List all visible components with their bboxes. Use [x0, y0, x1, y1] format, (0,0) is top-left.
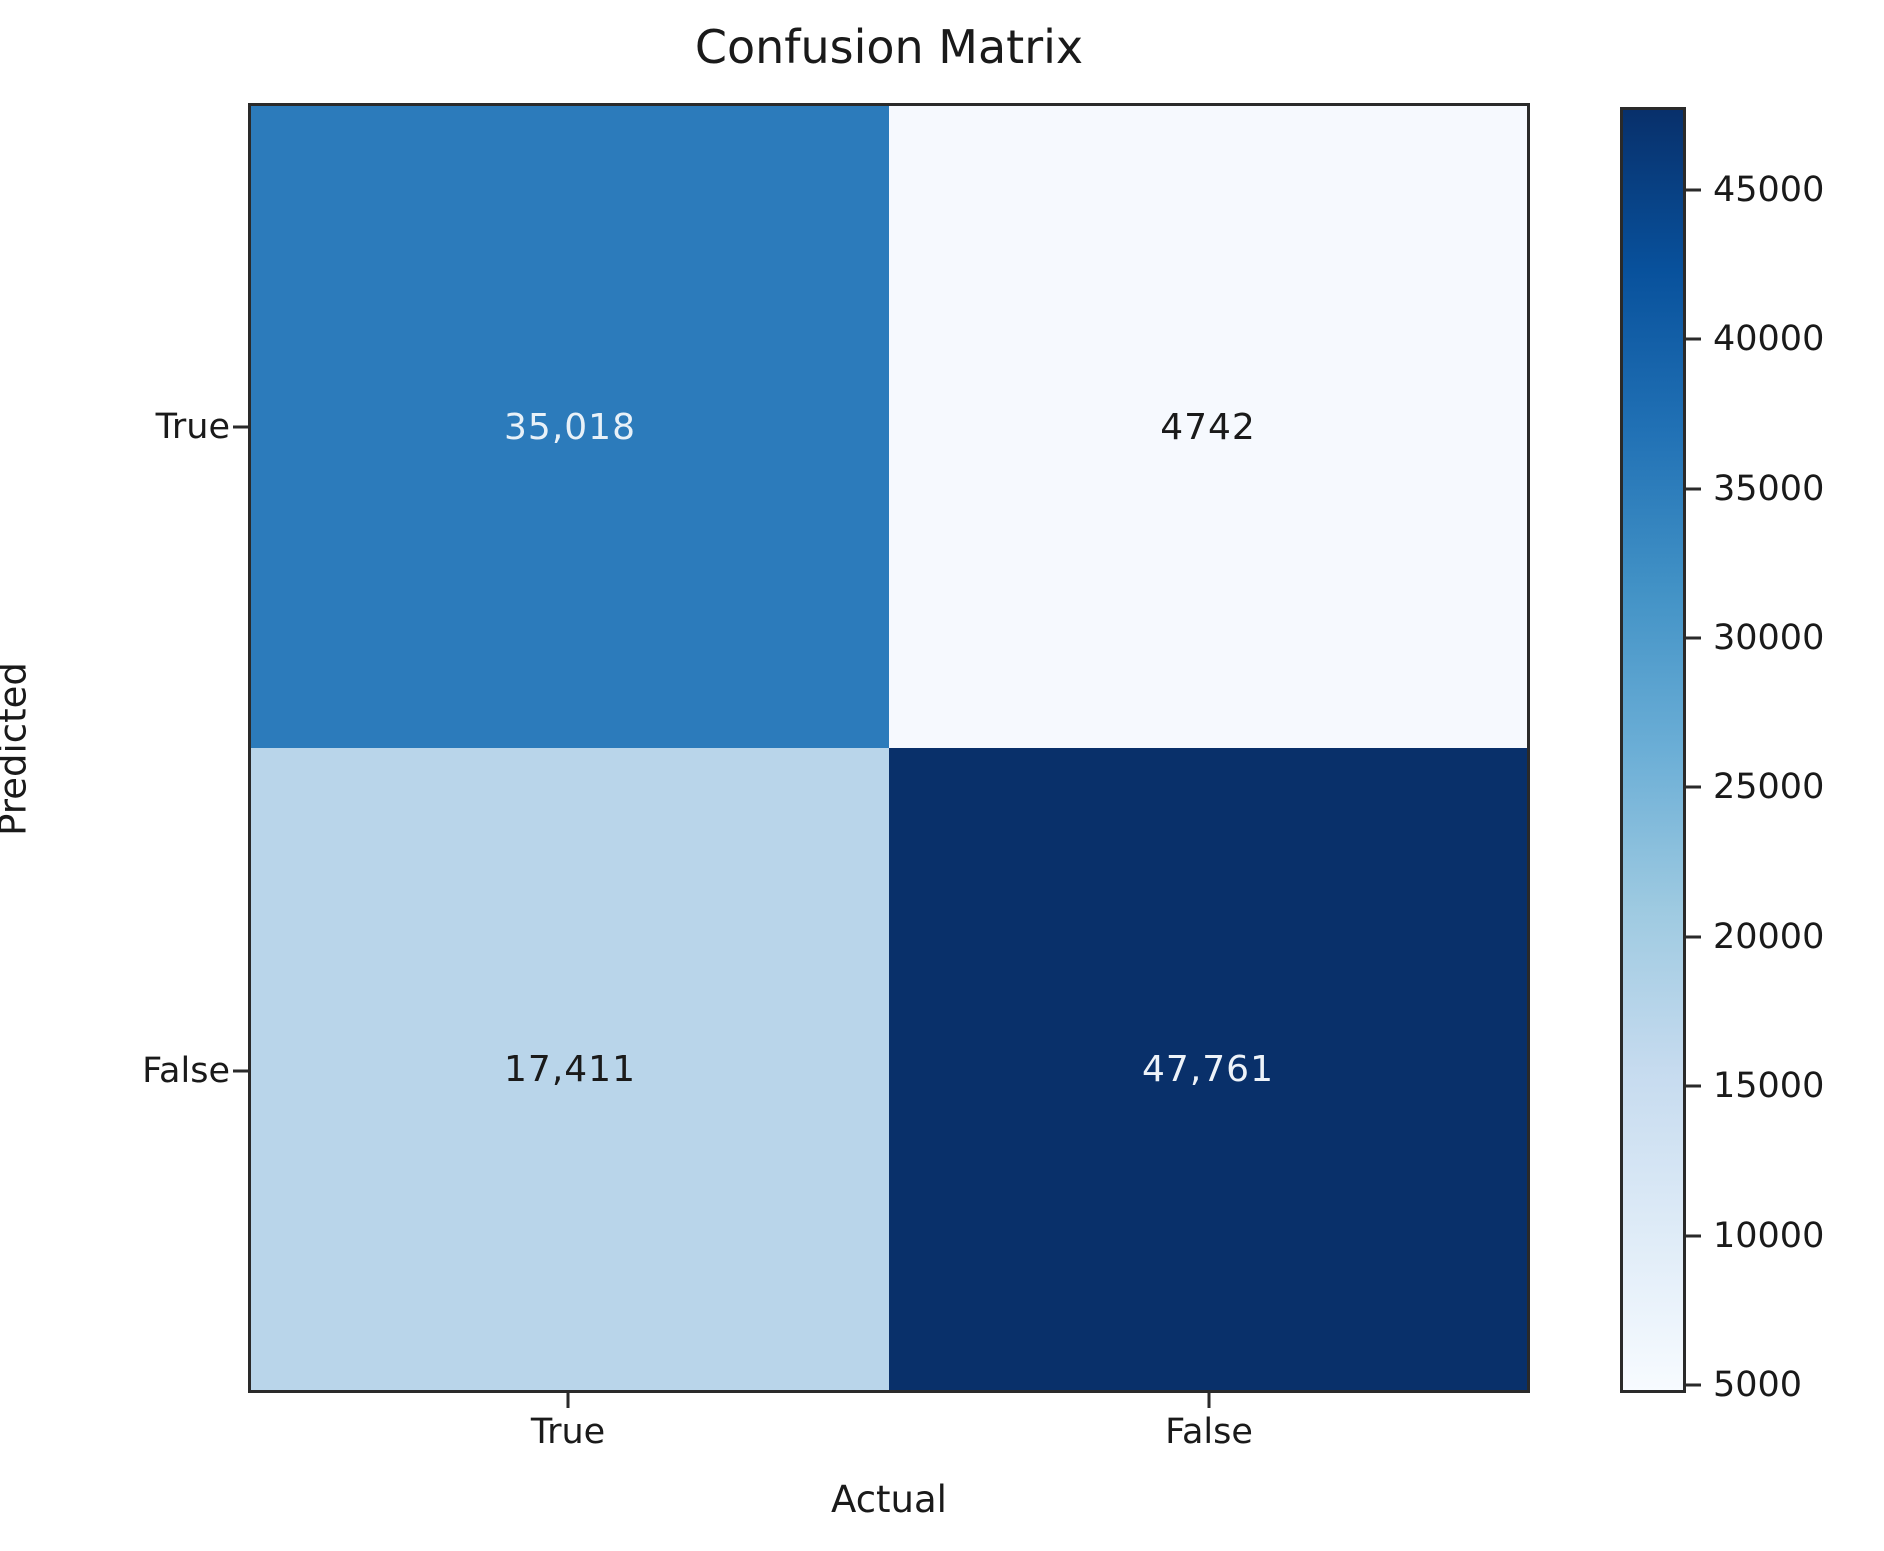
cell-false-true: 17,411 — [251, 748, 889, 1390]
y-axis-label: Predicted — [0, 662, 35, 836]
x-axis-label: Actual — [831, 1478, 947, 1521]
colorbar-tick-mark — [1686, 1234, 1701, 1238]
colorbar-tick-label: 10000 — [1713, 1215, 1825, 1256]
colorbar-tick-mark — [1686, 935, 1701, 939]
colorbar-tick-label: 5000 — [1713, 1365, 1803, 1406]
y-tick-mark-true — [233, 425, 248, 429]
colorbar-tick-mark — [1686, 636, 1701, 640]
colorbar-tick-label: 35000 — [1713, 468, 1825, 509]
x-tick-label-false: False — [1165, 1412, 1253, 1452]
cell-true-false: 4742 — [889, 106, 1527, 748]
x-tick-label-true: True — [530, 1412, 606, 1452]
cell-false-false: 47,761 — [889, 748, 1527, 1390]
chart-title: Confusion Matrix — [694, 20, 1084, 74]
heatmap-grid: 35,018 4742 17,411 47,761 — [248, 103, 1530, 1393]
cell-true-true: 35,018 — [251, 106, 889, 748]
colorbar-tick-mark — [1686, 1383, 1701, 1387]
colorbar-tick-label: 15000 — [1713, 1066, 1825, 1107]
colorbar: 45000 40000 35000 30000 25000 20000 15000 10000… — [1620, 107, 1884, 1405]
x-tick-mark-true — [566, 1393, 570, 1408]
colorbar-tick-label: 45000 — [1713, 169, 1825, 210]
colorbar-tick-mark — [1686, 487, 1701, 490]
y-tick-label-false: False — [142, 1051, 230, 1091]
y-tick-label-true: True — [155, 407, 230, 447]
colorbar-gradient — [1620, 107, 1686, 1393]
y-tick-mark-false — [233, 1069, 248, 1073]
colorbar-tick-label: 20000 — [1713, 916, 1825, 957]
colorbar-tick-label: 40000 — [1713, 319, 1825, 359]
colorbar-tick-mark — [1686, 337, 1701, 341]
colorbar-tick-mark — [1686, 1084, 1701, 1088]
x-tick-mark-false — [1207, 1393, 1211, 1408]
colorbar-tick-label: 25000 — [1713, 767, 1825, 808]
colorbar-tick-label: 30000 — [1713, 617, 1825, 658]
colorbar-tick-mark — [1686, 188, 1701, 191]
colorbar-tick-mark — [1686, 785, 1701, 789]
